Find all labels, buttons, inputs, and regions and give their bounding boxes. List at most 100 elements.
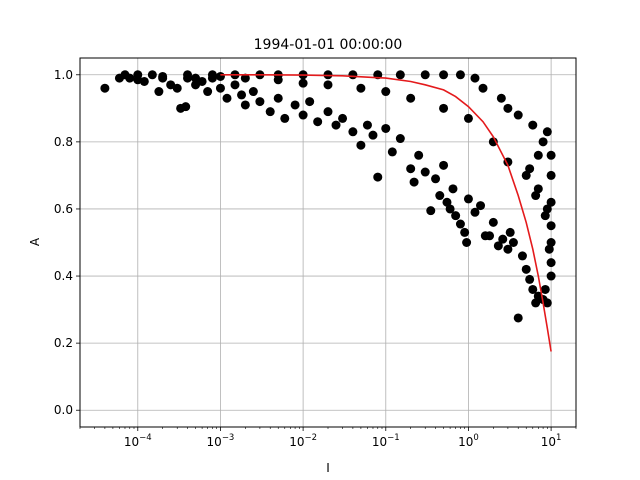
x-tick-label: 10−1 xyxy=(372,433,400,449)
x-axis-ticks: 10−4 10−3 10−2 10−1 100 101 xyxy=(79,427,577,449)
scatter-point xyxy=(426,206,436,216)
scatter-point xyxy=(323,80,333,90)
scatter-point xyxy=(431,174,441,184)
x-tick-label: 100 xyxy=(458,433,479,449)
scatter-point xyxy=(503,244,513,254)
y-tick-label: 0.4 xyxy=(54,269,73,283)
y-tick-label: 0.2 xyxy=(54,336,73,350)
scatter-point xyxy=(280,113,290,123)
x-tick-label: 101 xyxy=(541,433,562,449)
y-tick-label: 1.0 xyxy=(54,68,73,82)
scatter-point xyxy=(439,160,449,170)
scatter-point xyxy=(338,113,348,123)
y-tick-label: 0.0 xyxy=(54,403,73,417)
scatter-point xyxy=(373,172,383,182)
scatter-point xyxy=(313,117,323,127)
scatter-point xyxy=(172,83,182,93)
scatter-point xyxy=(237,90,247,100)
scatter-point xyxy=(546,170,556,180)
scatter-point xyxy=(298,78,308,88)
scatter-point xyxy=(513,110,523,120)
scatter-point xyxy=(240,73,250,83)
scatter-point xyxy=(463,194,473,204)
scatter-point xyxy=(460,227,470,237)
scatter-point xyxy=(503,103,513,113)
scatter-point xyxy=(356,140,366,150)
scatter-point xyxy=(470,73,480,83)
scatter-point xyxy=(100,83,110,93)
scatter-point xyxy=(488,217,498,227)
scatter-point xyxy=(478,83,488,93)
x-tick-label: 10−2 xyxy=(289,433,317,449)
scatter-point xyxy=(323,107,333,117)
scatter-point xyxy=(331,120,341,130)
scatter-point xyxy=(273,93,283,103)
scatter-point xyxy=(525,274,535,284)
scatter-point xyxy=(125,73,135,83)
scatter-point xyxy=(298,110,308,120)
scatter-point xyxy=(442,197,452,207)
scatter-point xyxy=(531,191,541,201)
scatter-point xyxy=(368,130,378,140)
scatter-point xyxy=(513,313,523,323)
scatter-point xyxy=(455,70,465,80)
scatter-point xyxy=(546,197,556,207)
scatter-point xyxy=(542,127,552,137)
scatter-point xyxy=(265,107,275,117)
fit-line-series xyxy=(220,74,552,352)
scatter-point xyxy=(546,221,556,231)
scatter-point xyxy=(462,238,472,247)
scatter-point xyxy=(540,284,550,294)
scatter-point xyxy=(215,71,225,81)
scatter-point xyxy=(395,70,405,80)
y-tick-label: 0.6 xyxy=(54,202,73,216)
scatter-point xyxy=(445,204,455,214)
scatter-point xyxy=(496,93,506,103)
scatter-point xyxy=(493,241,503,251)
scatter-point xyxy=(448,184,458,194)
scatter-point xyxy=(528,120,538,130)
x-axis-label: I xyxy=(326,461,330,475)
x-tick-label: 10−3 xyxy=(207,433,235,449)
scatter-point xyxy=(498,234,508,244)
scatter-point xyxy=(451,211,461,221)
x-tick-label: 10−4 xyxy=(124,433,152,449)
scatter-point xyxy=(435,191,445,201)
scatter-point xyxy=(439,103,449,113)
scatter-point xyxy=(348,127,358,137)
scatter-point xyxy=(542,298,552,308)
scatter-point xyxy=(406,164,416,174)
scatter-point xyxy=(521,264,531,274)
chart-title: 1994-01-01 00:00:00 xyxy=(254,37,403,53)
scatter-point xyxy=(505,227,515,237)
scatter-point xyxy=(381,123,391,133)
scatter-point xyxy=(533,150,543,160)
scatter-point xyxy=(528,284,538,294)
scatter-point xyxy=(183,70,193,80)
scatter-point xyxy=(381,87,391,97)
scatter-point xyxy=(420,70,430,80)
scatter-point xyxy=(546,271,556,281)
scatter-point xyxy=(305,97,315,107)
scatter-point xyxy=(154,87,164,97)
scatter-point xyxy=(240,100,250,110)
scatter-series xyxy=(100,70,556,323)
scatter-point xyxy=(439,70,449,80)
scatter-point xyxy=(158,71,168,81)
y-axis-ticks: 0.0 0.2 0.4 0.6 0.8 1.0 xyxy=(54,68,80,417)
scatter-point xyxy=(546,258,556,268)
scatter-point xyxy=(387,147,397,157)
scatter-point xyxy=(356,83,366,93)
scatter-point xyxy=(546,150,556,160)
scatter-point xyxy=(538,137,548,147)
scatter-point xyxy=(215,83,225,93)
scatter-point xyxy=(406,93,416,103)
scatter-point xyxy=(203,87,213,97)
scatter-point xyxy=(181,102,191,112)
scatter-point xyxy=(463,113,473,123)
scatter-point xyxy=(362,120,372,130)
scatter-point xyxy=(255,97,265,107)
scatter-point xyxy=(207,70,217,80)
scatter-point xyxy=(395,134,405,144)
